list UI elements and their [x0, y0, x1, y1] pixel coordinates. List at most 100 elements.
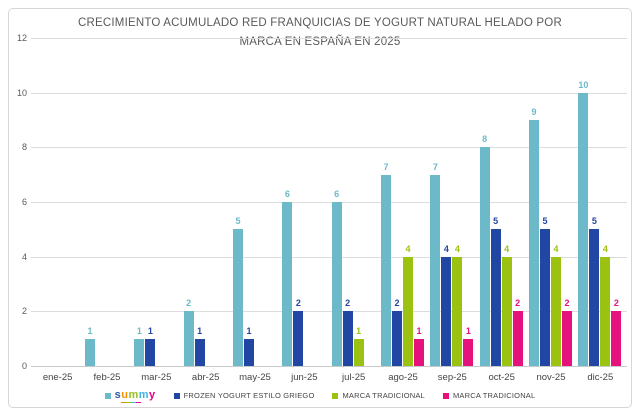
bar-value-label: 4: [553, 243, 559, 254]
bar: [233, 229, 243, 366]
bar-value-label: 8: [482, 134, 488, 145]
legend-item: FROZEN YOGURT ESTILO GRIEGO: [173, 391, 315, 400]
bar: [452, 256, 463, 366]
y-axis-label: 2: [21, 306, 27, 317]
x-axis-label: jun-25: [291, 372, 318, 383]
bar-value-label: 5: [591, 216, 597, 227]
bar-value-label: 10: [578, 79, 589, 90]
gridline: [31, 311, 627, 313]
brand-letter: m: [128, 389, 139, 401]
bar: [85, 338, 95, 366]
bar: [403, 256, 413, 366]
bar-value-label: 7: [432, 161, 438, 172]
bar: [381, 174, 391, 366]
bar-value-label: 4: [454, 243, 460, 254]
bar-value-label: 2: [515, 298, 521, 309]
bar-value-label: 7: [383, 161, 389, 172]
gridline: [31, 256, 627, 258]
bar: [392, 311, 402, 366]
bar: [342, 311, 353, 366]
x-axis-label: abr-25: [191, 372, 220, 383]
legend-label: FROZEN YOGURT ESTILO GRIEGO: [183, 391, 315, 400]
y-axis-label: 4: [21, 251, 27, 262]
y-axis-label: 0: [21, 361, 27, 371]
chart-frame: CRECIMIENTO ACUMULADO RED FRANQUICIAS DE…: [8, 8, 632, 408]
y-axis-label: 10: [16, 87, 27, 98]
bar: [353, 338, 364, 366]
legend-item: MARCA TRADICIONAL: [332, 391, 425, 400]
bar: [600, 256, 611, 366]
bar: [463, 338, 474, 366]
bar-value-label: 4: [443, 243, 449, 254]
bar-value-label: 5: [235, 216, 241, 227]
bar: [134, 338, 145, 366]
bar-value-label: 1: [136, 325, 142, 336]
bar: [578, 92, 589, 366]
legend-label: MARCA TRADICIONAL: [452, 391, 536, 400]
bar: [331, 202, 342, 366]
bar-value-label: 2: [186, 298, 192, 309]
bar: [194, 338, 205, 366]
x-axis-label: mar-25: [141, 372, 172, 383]
gridline: [31, 38, 627, 39]
x-axis-label: ene-25: [42, 372, 73, 383]
bar: [145, 338, 156, 366]
x-axis-line: [31, 366, 627, 367]
brand-letter: m: [138, 389, 150, 401]
x-axis-label: feb-25: [93, 372, 121, 383]
y-axis-label: 12: [16, 33, 27, 43]
bar-value-label: 1: [465, 325, 471, 336]
bar-value-label: 6: [334, 189, 340, 199]
bar-value-label: 6: [284, 189, 290, 199]
x-axis-label: ago-25: [388, 372, 418, 383]
bar: [282, 202, 293, 366]
x-axis-label: jul-25: [342, 372, 366, 383]
bar: [244, 338, 254, 366]
legend: s u m m y FROZEN YOGURT ESTILO GRIEGO MARCA TR…: [9, 389, 631, 403]
y-axis-label: 8: [21, 142, 27, 153]
brand-letter: s: [114, 389, 122, 401]
legend-item: MARCA TRADICIONAL: [442, 391, 536, 400]
bar-value-label: 2: [564, 298, 570, 309]
bar-value-label: 2: [295, 298, 301, 309]
bar-value-label: 1: [416, 325, 422, 336]
brand-letter: y: [149, 389, 156, 401]
legend-marker-swatch: [173, 392, 180, 399]
bar-value-label: 5: [493, 216, 499, 227]
bar: [611, 311, 622, 366]
brand-underline: [120, 401, 141, 403]
bar-value-label: 5: [542, 216, 548, 227]
bar-value-label: 2: [394, 298, 400, 309]
bar-value-label: 4: [602, 243, 608, 254]
bar: [430, 174, 441, 366]
bar: [479, 147, 490, 366]
bar-value-label: 1: [246, 325, 252, 336]
bar: [540, 229, 550, 366]
bar-value-label: 1: [147, 325, 153, 336]
bar-value-label: 9: [531, 107, 537, 117]
bar-value-label: 1: [356, 325, 362, 336]
bar: [414, 338, 424, 366]
bar: [501, 256, 512, 366]
bar: [529, 120, 539, 366]
x-axis-label: sep-25: [437, 372, 467, 383]
legend-label: MARCA TRADICIONAL: [342, 391, 425, 400]
bar-value-label: 2: [613, 298, 619, 309]
brand-letter: u: [121, 389, 129, 401]
gridline: [31, 92, 627, 94]
bar: [512, 311, 523, 366]
bar: [562, 311, 572, 366]
gridline: [31, 147, 627, 149]
bar: [551, 256, 561, 366]
x-axis-label: nov-25: [536, 372, 566, 383]
gridline: [31, 202, 627, 203]
legend-marker-swatch: [442, 392, 449, 399]
bar: [441, 256, 452, 366]
legend-marker-swatch: [332, 392, 339, 399]
x-axis-label: may-25: [239, 372, 271, 383]
bar: [589, 229, 600, 366]
x-axis-label: dic-25: [587, 372, 614, 383]
